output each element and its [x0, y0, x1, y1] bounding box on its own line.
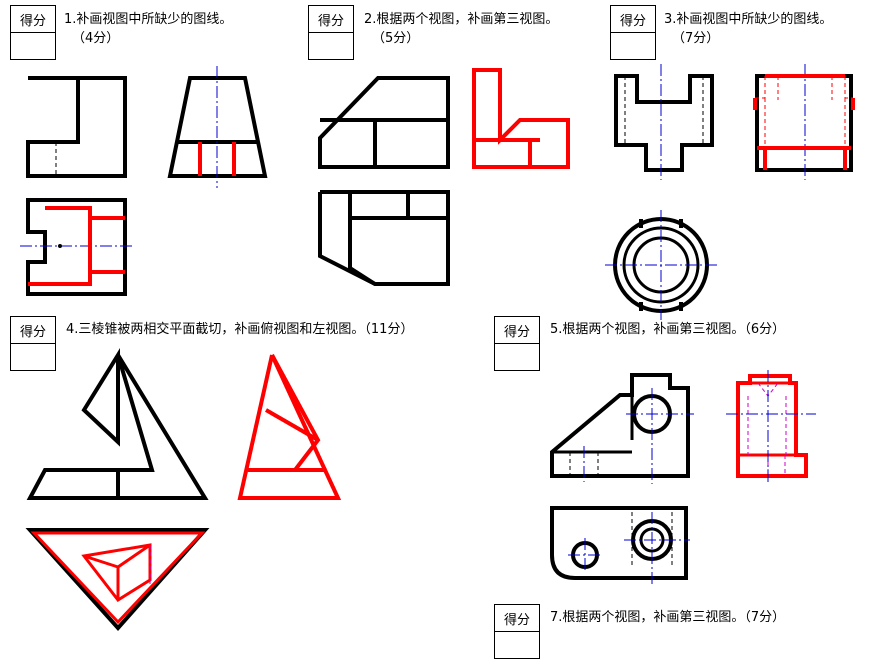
q1-front-view — [26, 76, 127, 178]
q2-top-view — [318, 190, 450, 286]
question-7-text: 7.根据两个视图，补画第三视图。（7分） — [550, 610, 786, 625]
question-4: 4.三棱锥被两相交平面截切，补画俯视图和左视图。（11分） — [66, 320, 413, 339]
question-3: 3.补画视图中所缺少的图线。 （7分） — [664, 10, 832, 48]
q5-answer-side-view — [726, 370, 816, 484]
question-7: 7.根据两个视图，补画第三视图。（7分） — [550, 608, 785, 627]
question-3-text: 3.补画视图中所缺少的图线。 — [664, 12, 833, 27]
score-box-q3: 得分 — [610, 5, 656, 60]
score-box-q2: 得分 — [308, 5, 354, 60]
score-label: 得分 — [309, 6, 353, 33]
question-1: 1.补画视图中所缺少的图线。 （4分） — [64, 10, 232, 48]
q3-front-view — [614, 64, 714, 180]
question-1-points: （4分） — [72, 31, 120, 46]
score-box-q4: 得分 — [10, 316, 56, 371]
q2-answer-side-view — [472, 68, 570, 169]
question-3-points: （7分） — [672, 31, 720, 46]
question-5-text: 5.根据两个视图，补画第三视图。（6分） — [550, 322, 786, 337]
question-5: 5.根据两个视图，补画第三视图。（6分） — [550, 320, 785, 339]
score-label: 得分 — [611, 6, 655, 33]
question-2-text: 2.根据两个视图，补画第三视图。 — [364, 12, 559, 27]
q3-top-view — [605, 210, 720, 320]
question-2: 2.根据两个视图，补画第三视图。 （5分） — [364, 10, 558, 48]
question-1-text: 1.补画视图中所缺少的图线。 — [64, 12, 233, 27]
q3-side-view — [753, 64, 855, 180]
score-box-q5: 得分 — [494, 316, 540, 371]
question-2-points: （5分） — [372, 31, 420, 46]
q4-answer-top-view — [25, 528, 210, 631]
score-box-q1: 得分 — [10, 5, 56, 60]
score-label: 得分 — [11, 317, 55, 344]
q4-front-view — [26, 347, 209, 500]
center-dot — [58, 244, 62, 248]
q1-side-view — [167, 66, 268, 188]
question-4-text: 4.三棱锥被两相交平面截切，补画俯视图和左视图。（11分） — [66, 322, 414, 337]
engineering-drawings — [20, 64, 855, 631]
score-label: 得分 — [495, 317, 539, 344]
q5-front-view — [550, 373, 694, 484]
q4-answer-side-view — [237, 354, 342, 500]
q1-top-view — [20, 198, 135, 296]
q2-front-view — [318, 76, 450, 169]
score-label: 得分 — [11, 6, 55, 33]
q5-top-view — [550, 506, 690, 586]
